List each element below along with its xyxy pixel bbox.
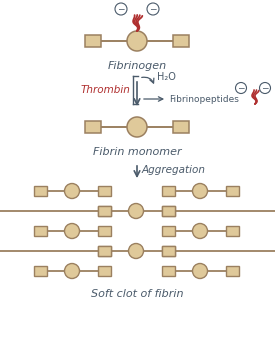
Circle shape	[128, 203, 144, 218]
Bar	[34, 186, 46, 196]
Text: Aggregation: Aggregation	[142, 165, 206, 175]
Bar	[161, 246, 175, 256]
Text: −: −	[237, 83, 245, 92]
Bar	[98, 186, 111, 196]
Circle shape	[192, 184, 208, 199]
Text: −: −	[261, 83, 269, 92]
Circle shape	[65, 263, 79, 279]
Bar	[98, 246, 111, 256]
Text: −: −	[117, 5, 125, 14]
Circle shape	[192, 263, 208, 279]
Circle shape	[65, 184, 79, 199]
Bar	[98, 206, 111, 216]
Text: Fibrinopeptides: Fibrinopeptides	[169, 95, 239, 104]
Bar	[34, 226, 46, 236]
Text: −: −	[149, 5, 157, 14]
Circle shape	[192, 223, 208, 238]
Bar	[161, 206, 175, 216]
Bar	[161, 266, 175, 276]
Bar	[98, 226, 111, 236]
Bar	[226, 266, 238, 276]
Bar	[34, 266, 46, 276]
Text: Fibrinogen: Fibrinogen	[108, 61, 167, 71]
Text: Soft clot of fibrin: Soft clot of fibrin	[91, 289, 183, 299]
Bar	[161, 186, 175, 196]
Circle shape	[127, 117, 147, 137]
Bar	[98, 246, 111, 256]
Bar	[161, 206, 175, 216]
Bar	[98, 266, 111, 276]
Bar	[173, 121, 189, 133]
Bar	[85, 35, 101, 47]
Bar	[173, 35, 189, 47]
Circle shape	[128, 244, 144, 259]
Text: Thrombin: Thrombin	[80, 85, 130, 95]
Bar	[85, 121, 101, 133]
Bar	[161, 246, 175, 256]
Text: Fibrin monomer: Fibrin monomer	[93, 147, 181, 157]
Bar	[98, 206, 111, 216]
Circle shape	[127, 31, 147, 51]
Bar	[226, 226, 238, 236]
Circle shape	[65, 223, 79, 238]
Text: H₂O: H₂O	[157, 72, 176, 82]
Bar	[161, 226, 175, 236]
Bar	[226, 186, 238, 196]
